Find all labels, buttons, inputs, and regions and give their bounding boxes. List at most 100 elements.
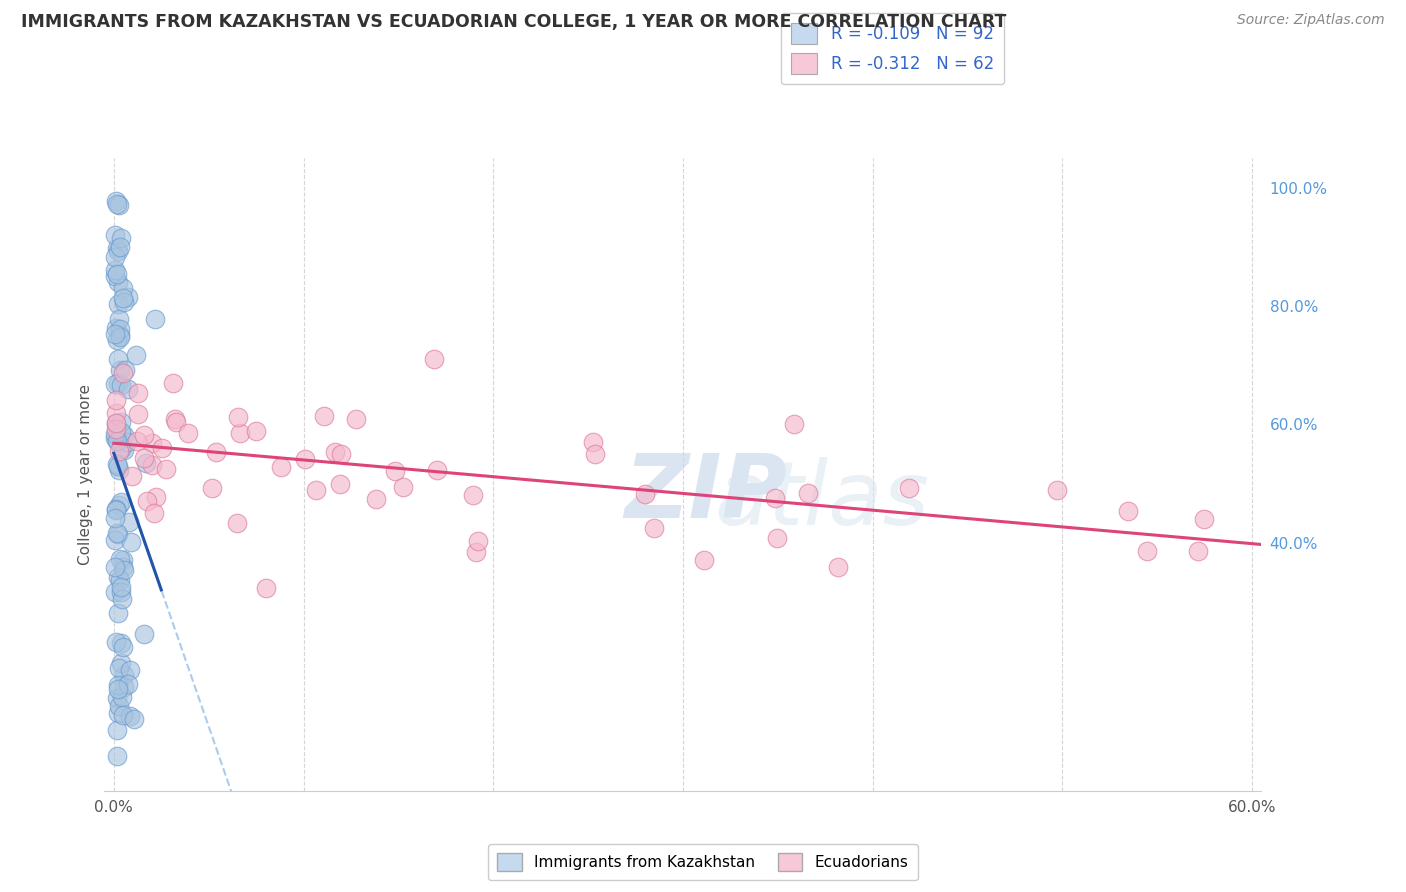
Point <box>105 334 128 348</box>
Point <box>145 490 167 504</box>
Point <box>329 477 352 491</box>
Point <box>104 377 127 392</box>
Point <box>105 321 128 335</box>
Point <box>1194 511 1216 525</box>
Point <box>136 494 159 508</box>
Point <box>330 447 353 461</box>
Point <box>141 458 163 472</box>
Point <box>585 447 607 461</box>
Point <box>104 250 127 264</box>
Point <box>104 194 127 209</box>
Text: ZIP: ZIP <box>624 450 787 537</box>
Point <box>827 559 849 574</box>
Legend: Immigrants from Kazakhstan, Ecuadorians: Immigrants from Kazakhstan, Ecuadorians <box>488 844 918 880</box>
Point <box>111 367 134 381</box>
Point <box>105 457 128 471</box>
Point <box>107 526 129 541</box>
Point <box>104 510 127 524</box>
Point <box>112 428 135 442</box>
Point <box>111 690 134 705</box>
Point <box>150 441 173 455</box>
Point <box>107 681 129 696</box>
Point <box>120 708 142 723</box>
Point <box>104 502 127 516</box>
Point <box>104 392 127 407</box>
Point <box>163 412 186 426</box>
Point <box>633 487 655 501</box>
Point <box>323 445 346 459</box>
Point <box>104 406 127 420</box>
Point <box>108 240 131 254</box>
Point <box>127 408 149 422</box>
Text: atlas: atlas <box>714 457 929 543</box>
Point <box>105 433 128 447</box>
Point <box>143 311 166 326</box>
Point <box>765 531 787 545</box>
Point <box>122 712 145 726</box>
Point <box>104 584 127 599</box>
Point <box>111 281 134 295</box>
Point <box>117 382 139 396</box>
Point <box>121 468 143 483</box>
Point <box>112 640 135 654</box>
Point <box>108 312 131 326</box>
Point <box>392 480 415 494</box>
Point <box>108 698 131 713</box>
Point <box>108 330 131 344</box>
Point <box>117 289 139 303</box>
Point <box>111 591 134 606</box>
Point <box>105 723 128 737</box>
Point <box>110 230 132 244</box>
Point <box>112 668 135 682</box>
Point <box>364 491 387 506</box>
Point <box>344 412 367 426</box>
Point <box>108 552 131 566</box>
Point <box>177 425 200 440</box>
Point <box>132 428 155 442</box>
Point <box>127 385 149 400</box>
Point <box>783 417 806 431</box>
Point <box>107 244 129 258</box>
Point <box>141 435 163 450</box>
Point <box>114 362 136 376</box>
Point <box>107 352 129 367</box>
Point <box>104 503 127 517</box>
Point <box>104 417 127 431</box>
Point <box>108 574 131 588</box>
Point <box>107 297 129 311</box>
Point <box>110 585 132 599</box>
Point <box>115 435 138 450</box>
Point <box>305 483 328 498</box>
Point <box>112 442 135 457</box>
Point <box>229 426 252 441</box>
Point <box>1046 483 1069 497</box>
Point <box>384 464 406 478</box>
Point <box>110 442 132 456</box>
Point <box>245 425 267 439</box>
Point <box>1187 543 1209 558</box>
Point <box>294 451 316 466</box>
Point <box>107 275 129 289</box>
Point <box>104 431 127 445</box>
Point <box>107 376 129 390</box>
Point <box>112 295 135 310</box>
Point <box>107 444 129 458</box>
Point <box>111 291 134 305</box>
Point <box>104 269 127 284</box>
Point <box>112 563 135 577</box>
Point <box>797 486 820 500</box>
Point <box>108 463 131 477</box>
Point <box>112 680 135 694</box>
Point <box>110 322 132 336</box>
Point <box>105 690 128 705</box>
Text: Source: ZipAtlas.com: Source: ZipAtlas.com <box>1237 13 1385 28</box>
Point <box>125 434 148 448</box>
Point <box>107 678 129 692</box>
Point <box>422 352 444 367</box>
Point <box>314 409 336 424</box>
Point <box>582 434 605 449</box>
Point <box>111 708 134 723</box>
Point <box>105 197 128 211</box>
Point <box>108 498 131 512</box>
Point <box>105 422 128 436</box>
